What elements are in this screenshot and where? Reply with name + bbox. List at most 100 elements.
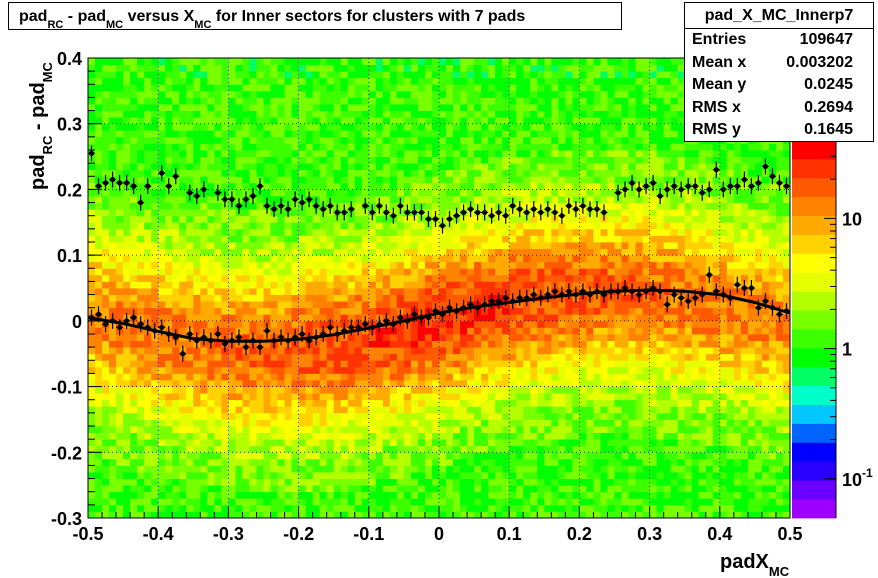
heatmap-cell [424,97,433,105]
heatmap-cell [165,288,173,295]
heatmap-cell [256,215,264,223]
heatmap-cell [88,327,96,335]
heatmap-cell [347,353,356,361]
heatmap-cell [207,393,215,401]
heatmap-cell [277,84,285,92]
heatmap-cell [579,419,587,427]
heatmap-cell [368,268,377,276]
heatmap-cell [263,222,271,230]
heatmap-cell [495,71,503,79]
heatmap-cell [137,445,145,453]
heatmap-cell [242,261,250,269]
heatmap-cell [312,90,321,98]
heatmap-cell [572,182,580,190]
heatmap-cell [389,143,398,151]
heatmap-cell [347,465,356,473]
heatmap-cell [396,340,405,348]
heatmap-cell [431,189,440,197]
heatmap-cell [474,373,482,381]
heatmap-cell [446,136,454,144]
heatmap-cell [544,189,552,197]
heatmap-cell [467,426,475,433]
heatmap-cell [158,268,166,276]
heatmap-cell [256,274,264,282]
heatmap-cell [424,353,433,361]
heatmap-cell [200,143,208,151]
heatmap-cell [565,123,573,131]
heatmap-cell [235,320,243,328]
heatmap-cell [424,202,433,210]
heatmap-cell [270,123,278,131]
heatmap-cell [151,353,159,361]
heatmap-cell [298,504,307,512]
heatmap-cell [481,169,489,177]
heatmap-cell [172,136,180,144]
heatmap-cell [102,380,110,387]
heatmap-cell [551,143,559,151]
heatmap-cell [403,334,412,341]
heatmap-cell [389,97,398,105]
heatmap-cell [228,491,236,499]
heatmap-cell [354,90,363,98]
heatmap-cell [200,504,208,512]
heatmap-cell [207,366,215,374]
heatmap-cell [186,123,194,131]
heatmap-cell [284,426,292,433]
heatmap-cell [165,143,173,151]
heatmap-cell [256,419,264,427]
heatmap-cell [158,248,166,256]
heatmap-cell [333,90,342,98]
heatmap-cell [565,110,573,118]
heatmap-cell [516,498,524,506]
heatmap-cell [502,307,510,315]
heatmap-cells [88,58,791,519]
heatmap-cell [382,419,391,427]
heatmap-cell [172,182,180,190]
heatmap-cell [144,412,152,420]
heatmap-cell [396,498,405,506]
heatmap-cell [291,176,299,184]
heatmap-cell [446,77,454,85]
heatmap-cell [214,110,222,118]
heatmap-cell [312,366,321,374]
heatmap-cell [305,412,314,420]
heatmap-cell [424,274,433,282]
heatmap-cell [179,71,187,79]
heatmap-cell [151,366,159,374]
heatmap-cell [495,281,503,289]
heatmap-cell [354,110,363,118]
heatmap-cell [270,97,278,105]
heatmap-cell [256,64,264,72]
heatmap-cell [277,399,285,407]
heatmap-cell [410,406,419,414]
heatmap-cell [537,189,545,197]
heatmap-cell [130,373,138,381]
heatmap-cell [319,130,328,138]
heatmap-cell [340,465,349,473]
heatmap-cell [565,327,573,335]
heatmap-cell [361,511,370,519]
heatmap-cell [495,163,503,171]
heatmap-cell [165,491,173,499]
heatmap-cell [326,156,335,164]
heatmap-cell [305,320,314,328]
heatmap-cell [424,71,433,79]
heatmap-cell [502,314,510,322]
heatmap-cell [326,353,335,361]
heatmap-cell [530,117,538,125]
heatmap-cell [298,353,307,361]
heatmap-cell [179,90,187,98]
heatmap-cell [291,432,299,440]
heatmap-cell [235,97,243,105]
heatmap-cell [319,84,328,92]
heatmap-cell [579,432,587,440]
heatmap-cell [102,386,110,394]
heatmap-cell [305,261,314,269]
heatmap-cell [502,504,510,512]
heatmap-cell [474,334,482,341]
heatmap-cell [375,393,384,401]
heatmap-cell [270,281,278,289]
heatmap-cell [256,301,264,309]
heatmap-cell [102,84,110,92]
heatmap-cell [460,235,468,243]
